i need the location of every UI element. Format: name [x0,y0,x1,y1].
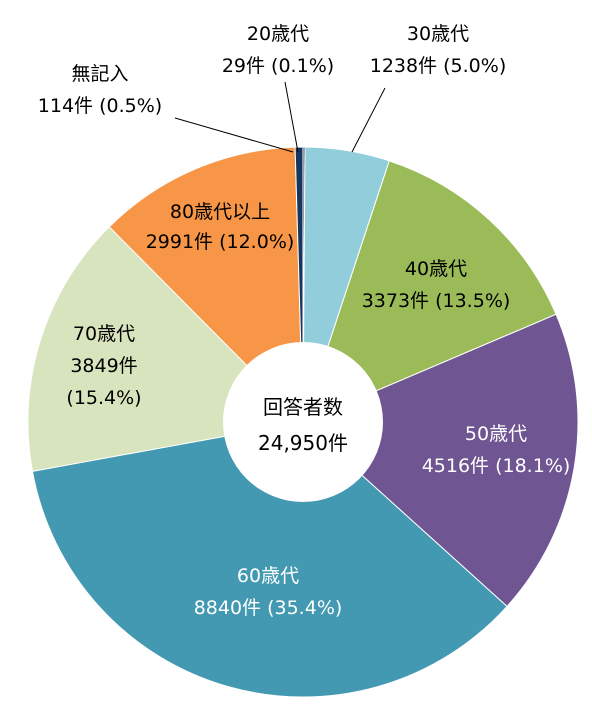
pie-slice-4 [31,421,508,698]
center-total: 24,950件 [258,431,348,455]
center-label: 回答者数 24,950件 [258,395,348,455]
slice-label-7: 無記入 114件 (0.5%) [38,63,162,117]
donut-hole [223,342,383,502]
slice-label-4: 60歳代 8840件 (35.4%) [194,565,343,619]
slice-label-1: 30歳代 1238件 (5.0%) [370,23,507,77]
slice-label-0: 20歳代 29件 (0.1%) [222,23,334,77]
slice-label-5: 70歳代 3849件(15.4%) [66,323,141,409]
slice-label-2: 40歳代 3373件 (13.5%) [362,258,511,312]
leader-line-0 [284,81,299,153]
center-title: 回答者数 [263,395,343,419]
slice-labels: 20歳代 29件 (0.1%) 30歳代 1238件 (5.0%) 40歳代 3373件 … [38,23,570,619]
pie-slice-3 [302,313,579,608]
leader-line-7 [174,117,294,153]
leader-lines [174,81,386,153]
leader-line-1 [351,87,386,153]
pie-slice-2 [302,160,557,423]
slice-label-3: 50歳代 4516件 (18.1%) [422,423,571,477]
slice-label-6: 80歳代以上 2991件 (12.0%) [146,201,295,253]
pie-slices [27,146,579,698]
